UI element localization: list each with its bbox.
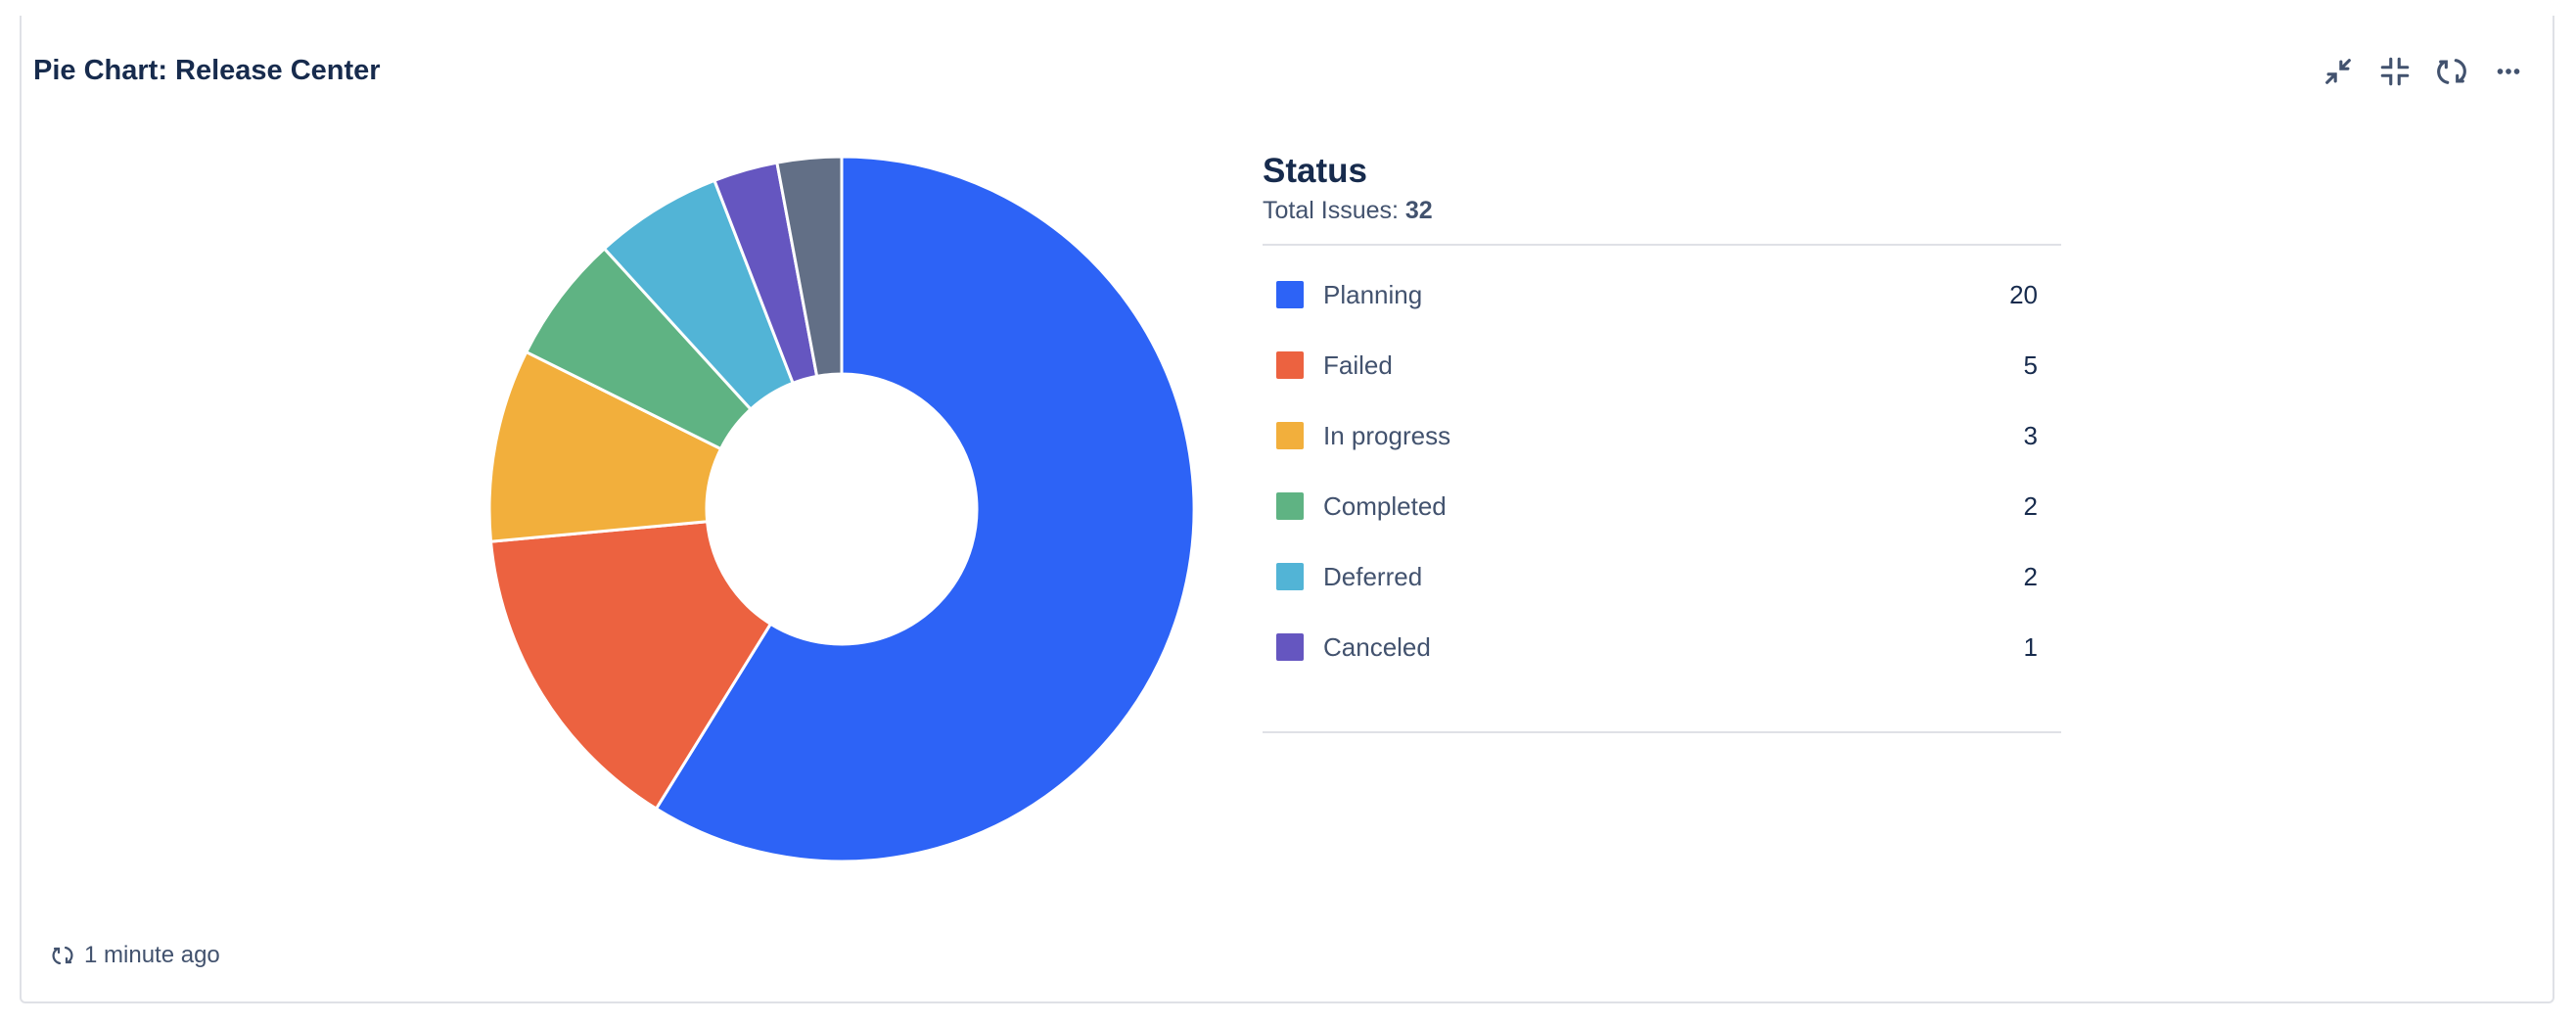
legend-value: 2 [2023,561,2038,591]
legend-swatch [1276,492,1304,520]
total-label: Total Issues: [1263,197,1399,224]
minimize-button[interactable] [2320,53,2357,90]
refresh-icon [2437,59,2466,84]
legend-value: 3 [2023,420,2038,450]
legend-value: 5 [2023,349,2038,380]
legend-swatch [1276,351,1304,379]
legend-value: 2 [2023,490,2038,521]
refresh-button[interactable] [2433,53,2470,90]
pie-slice-planning[interactable] [654,155,1196,863]
collapse-button[interactable] [2376,53,2414,90]
legend-item[interactable]: Canceled 1 [1263,612,2061,682]
legend-total: Total Issues: 32 [1263,195,2061,226]
gadget-toolbar [2320,53,2527,90]
gadget-title: Pie Chart: Release Center [33,55,381,86]
legend-item[interactable]: Completed 2 [1263,471,2061,541]
pie-slice-other[interactable] [775,155,844,379]
legend-swatch [1276,633,1304,661]
legend-label: Completed [1323,490,1447,521]
legend-label: Planning [1323,279,1423,309]
legend-title: Status [1263,152,1367,190]
pie-slice-failed[interactable] [488,520,773,812]
refresh-icon [52,946,73,965]
minimize-icon [2325,59,2351,84]
updated-text: 1 minute ago [84,942,220,968]
legend-item[interactable]: Planning 20 [1263,259,2061,330]
chart-legend: Status Total Issues: 32 Planning 20 Failed… [1263,152,2061,733]
legend-list: Planning 20 Failed 5 In progress 3 Completed 2 D… [1263,244,2061,733]
more-actions-button[interactable] [2490,53,2527,90]
legend-value: 20 [2009,279,2038,309]
legend-swatch [1276,563,1304,590]
legend-item[interactable]: In progress 3 [1263,400,2061,471]
legend-label: Canceled [1323,631,1431,662]
legend-swatch [1276,281,1304,308]
legend-value: 1 [2023,631,2038,662]
more-icon [2497,69,2520,74]
pie-slice-in-progress[interactable] [487,349,723,543]
total-value: 32 [1404,197,1433,224]
legend-label: Deferred [1323,561,1423,591]
donut-chart [487,155,1196,863]
legend-swatch [1276,422,1304,449]
legend-item[interactable]: Deferred 2 [1263,541,2061,612]
legend-item[interactable]: Failed 5 [1263,330,2061,400]
legend-label: In progress [1323,420,1451,450]
last-updated: 1 minute ago [51,942,220,969]
legend-label: Failed [1323,349,1393,380]
collapse-icon [2380,57,2410,86]
